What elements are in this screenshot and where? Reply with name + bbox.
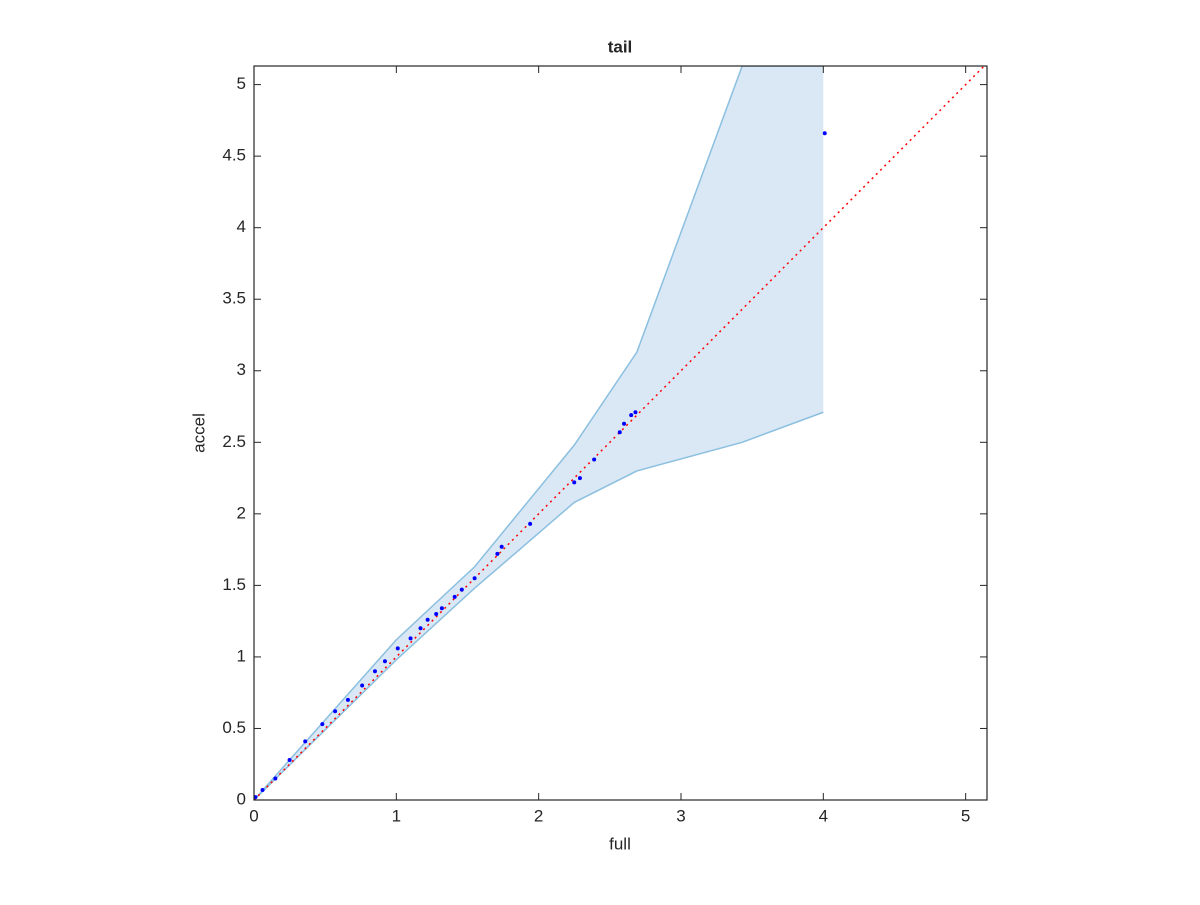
point <box>499 544 504 549</box>
point <box>372 669 377 674</box>
point <box>577 476 582 481</box>
point <box>418 626 423 631</box>
point <box>408 636 413 641</box>
y-tick-label: 0.5 <box>222 718 246 737</box>
band-fill <box>254 66 824 800</box>
point <box>260 787 265 792</box>
point <box>254 795 258 800</box>
x-tick-label: 5 <box>961 806 970 825</box>
y-tick-label: 2.5 <box>222 432 246 451</box>
x-tick-label: 1 <box>392 806 401 825</box>
y-tick-label: 5 <box>237 74 246 93</box>
band-upper <box>254 66 824 800</box>
point <box>622 421 627 426</box>
x-axis-label: full <box>609 834 631 853</box>
y-tick-label: 2 <box>237 503 246 522</box>
y-tick-label: 1 <box>237 646 246 665</box>
y-tick-label: 0 <box>237 789 246 808</box>
point <box>395 646 400 651</box>
y-tick-label: 3 <box>237 360 246 379</box>
chart-title: tail <box>608 37 633 56</box>
y-axis-label: accel <box>189 413 208 453</box>
point <box>287 757 292 762</box>
point <box>633 410 638 415</box>
point <box>495 551 500 556</box>
point <box>434 611 439 616</box>
x-tick-label: 2 <box>534 806 543 825</box>
point <box>629 413 634 418</box>
point <box>425 617 430 622</box>
point <box>382 659 387 664</box>
point <box>822 131 827 136</box>
point <box>459 587 464 592</box>
band-lower <box>254 411 824 800</box>
x-tick-label: 3 <box>676 806 685 825</box>
point <box>617 430 622 435</box>
point <box>472 576 477 581</box>
axes-box <box>253 65 988 801</box>
point <box>320 722 325 727</box>
plot-area <box>254 66 986 800</box>
x-tick-label: 4 <box>819 806 828 825</box>
point <box>528 521 533 526</box>
point <box>273 776 278 781</box>
y-tick-label: 1.5 <box>222 575 246 594</box>
point <box>572 480 577 485</box>
y-tick-label: 4 <box>237 217 246 236</box>
point <box>452 594 457 599</box>
y-tick-label: 4.5 <box>222 146 246 165</box>
point <box>333 709 338 714</box>
point <box>360 683 365 688</box>
point <box>439 606 444 611</box>
y-tick-label: 3.5 <box>222 289 246 308</box>
point <box>592 457 597 462</box>
point <box>303 739 308 744</box>
x-tick-label: 0 <box>249 806 258 825</box>
point <box>345 697 350 702</box>
